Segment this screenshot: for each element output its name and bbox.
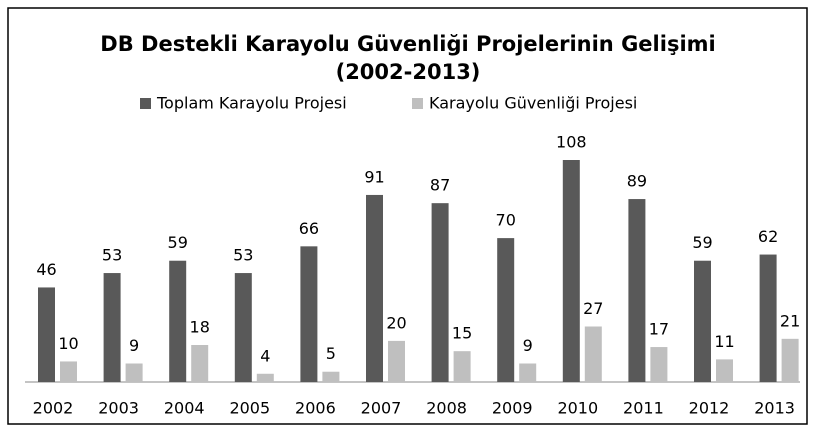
data-label: 108	[556, 133, 587, 152]
x-tick-label: 2013	[754, 399, 795, 418]
data-label: 9	[129, 336, 139, 355]
bar	[169, 260, 187, 382]
chart-border	[7, 7, 808, 425]
data-label: 66	[299, 219, 319, 238]
data-label: 15	[452, 324, 472, 343]
bar	[497, 238, 515, 382]
data-label: 53	[233, 246, 253, 265]
legend-label: Toplam Karayolu Projesi	[156, 94, 347, 113]
bar	[256, 373, 274, 382]
bar	[453, 351, 471, 382]
bar	[759, 254, 777, 382]
data-label: 27	[583, 299, 603, 318]
data-label: 18	[190, 318, 210, 337]
data-label: 9	[523, 336, 533, 355]
legend-label: Karayolu Güvenliği Projesi	[429, 94, 637, 113]
bar	[300, 246, 318, 382]
x-tick-label: 2012	[689, 399, 730, 418]
bar	[694, 260, 711, 382]
bar	[519, 363, 537, 382]
data-label: 91	[364, 167, 384, 186]
bar	[322, 371, 340, 382]
data-label: 17	[649, 320, 669, 339]
x-tick-label: 2011	[623, 399, 664, 418]
legend-swatch	[140, 98, 151, 109]
data-label: 11	[714, 332, 734, 351]
bar	[431, 203, 449, 382]
data-label: 89	[627, 172, 647, 191]
bar	[584, 326, 602, 382]
data-label: 62	[758, 227, 778, 246]
data-label: 4	[260, 346, 270, 365]
data-label: 59	[168, 233, 188, 252]
bar	[38, 287, 55, 382]
data-label: 5	[326, 344, 336, 363]
x-tick-label: 2009	[492, 399, 533, 418]
x-tick-label: 2004	[164, 399, 205, 418]
bar	[781, 338, 799, 382]
data-label: 46	[36, 260, 56, 279]
data-label: 20	[386, 313, 406, 332]
bar	[388, 340, 405, 382]
data-label: 59	[692, 233, 712, 252]
bar	[716, 359, 733, 382]
data-label: 21	[780, 311, 800, 330]
chart-title: (2002-2013)	[336, 60, 481, 84]
bar	[125, 363, 143, 382]
data-label: 87	[430, 176, 450, 195]
data-label: 70	[496, 211, 516, 230]
bar	[628, 199, 646, 382]
chart-title: DB Destekli Karayolu Güvenliği Projeleri…	[100, 32, 715, 56]
legend-swatch	[412, 98, 423, 109]
x-tick-label: 2007	[361, 399, 402, 418]
bar	[103, 273, 121, 382]
x-tick-label: 2008	[426, 399, 467, 418]
bar	[650, 347, 668, 382]
x-tick-label: 2010	[557, 399, 598, 418]
bar	[60, 361, 77, 382]
data-label: 53	[102, 246, 122, 265]
x-tick-label: 2006	[295, 399, 336, 418]
x-tick-label: 2005	[229, 399, 270, 418]
x-tick-label: 2003	[98, 399, 139, 418]
bar	[366, 194, 383, 382]
bar	[562, 160, 580, 382]
x-tick-label: 2002	[33, 399, 74, 418]
data-label: 10	[58, 334, 78, 353]
bar	[191, 345, 209, 382]
bar	[234, 273, 252, 382]
